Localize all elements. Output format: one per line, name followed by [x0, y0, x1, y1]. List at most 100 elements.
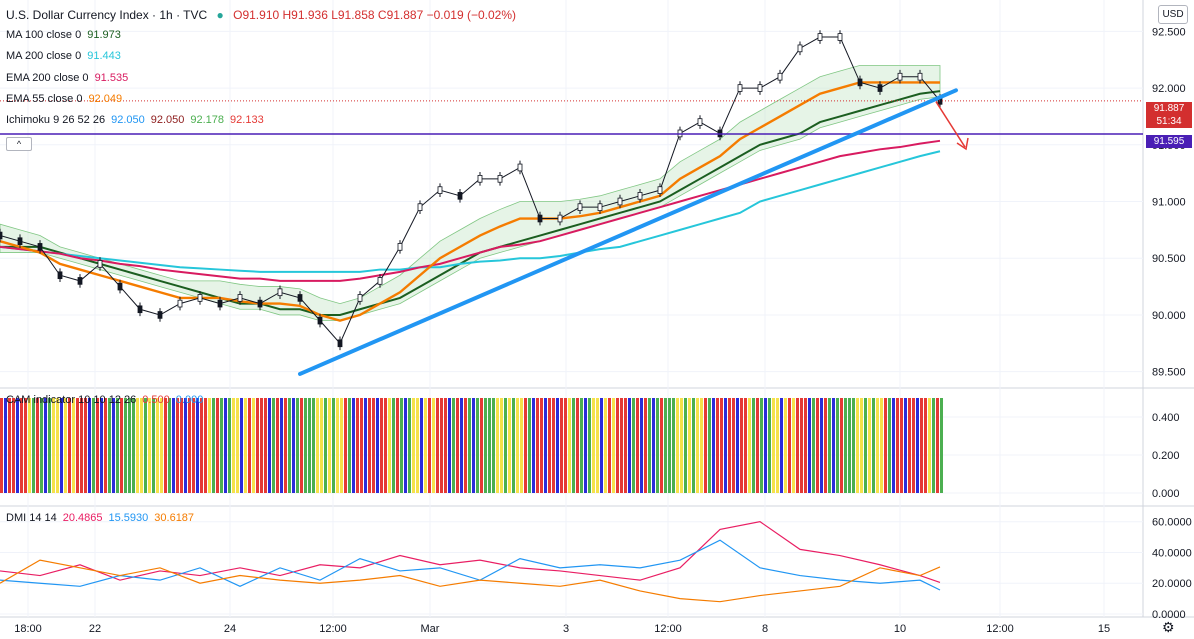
cam-bar: [480, 398, 483, 493]
main-y-tick-label: 89.500: [1152, 367, 1186, 379]
chart-title: U.S. Dollar Currency Index · 1h · TVC: [6, 8, 208, 22]
projection-arrow-line: [935, 101, 966, 148]
price-line: [0, 36, 941, 345]
cam-bar: [880, 398, 883, 493]
collapse-legend-button[interactable]: ^: [6, 137, 32, 151]
cam-bar: [460, 398, 463, 493]
series-line-ma-200-close-0: [0, 150, 941, 273]
trendline: [298, 88, 958, 376]
dmi-y-tick-label: 40.0000: [1152, 547, 1192, 559]
cam-bar: [396, 398, 399, 493]
cam-bar: [576, 398, 579, 493]
legend-cam-v1: 0.500: [142, 394, 170, 406]
cam-bar: [0, 398, 3, 493]
dmi-y-tick-label: 0.0000: [1152, 609, 1186, 621]
legend-ichimoku-v4: 92.133: [230, 114, 264, 126]
legend-dmi-v2: 15.5930: [108, 512, 149, 524]
price-candle: [357, 294, 363, 302]
legend-ma100[interactable]: MA 100 close 0 91.973: [6, 29, 127, 41]
price-candle: [477, 175, 483, 183]
cam-bar: [272, 398, 275, 493]
cam-bar: [812, 398, 815, 493]
cam-bar: [20, 398, 23, 493]
price-candle: [777, 72, 783, 81]
cam-bar: [624, 398, 627, 493]
cam-bar: [320, 398, 323, 493]
cam-bar: [192, 398, 195, 493]
x-tick-label: 24: [224, 623, 236, 635]
cam-bar: [584, 398, 587, 493]
main-y-tick-label: 90.000: [1152, 310, 1186, 322]
cam-bar: [140, 398, 143, 493]
cam-bar: [644, 398, 647, 493]
cam-bar: [520, 398, 523, 493]
cam-bar: [228, 398, 231, 493]
cam-bar: [108, 398, 111, 493]
price-candle: [237, 294, 243, 302]
cam-bar: [244, 398, 247, 493]
cam-bar: [152, 398, 155, 493]
cam-bar: [500, 398, 503, 493]
cam-bar: [868, 398, 871, 493]
price-candle: [277, 288, 283, 297]
legend-ma100-label: MA 100 close 0: [6, 29, 82, 41]
price-candle: [217, 299, 223, 308]
legend-ichimoku-v3: 92.178: [190, 114, 225, 126]
price-candle: [137, 305, 143, 314]
price-candle: [637, 192, 643, 200]
cam-bar: [760, 398, 763, 493]
legend-ema200[interactable]: EMA 200 close 0 91.535: [6, 72, 134, 84]
legend-ema55[interactable]: EMA 55 close 0 92.049: [6, 93, 128, 105]
legend-ma200[interactable]: MA 200 close 0 91.443: [6, 50, 127, 62]
cam-bar: [600, 398, 603, 493]
price-candle: [337, 339, 343, 348]
cam-bar: [292, 398, 295, 493]
price-candle: [37, 243, 43, 251]
price-candle: [57, 271, 63, 280]
hline-price-tag: 91.595: [1146, 135, 1192, 148]
cam-bar: [448, 398, 451, 493]
settings-gear-icon[interactable]: ⚙: [1162, 619, 1175, 635]
cam-bar: [752, 398, 755, 493]
cam-bar: [616, 398, 619, 493]
cam-bar: [724, 398, 727, 493]
cam-bar: [452, 398, 455, 493]
cam-bar: [860, 398, 863, 493]
cam-bar: [532, 398, 535, 493]
cam-bar: [904, 398, 907, 493]
cam-bar: [72, 398, 75, 493]
price-candle: [877, 84, 883, 92]
cam-bar: [232, 398, 235, 493]
cam-bar: [176, 398, 179, 493]
cam-bar: [492, 398, 495, 493]
cam-bar: [16, 398, 19, 493]
cam-bar: [464, 398, 467, 493]
cam-bar: [4, 398, 7, 493]
cam-bar: [112, 398, 115, 493]
price-candle: [837, 33, 843, 41]
cam-bar: [632, 398, 635, 493]
cam-bar: [52, 398, 55, 493]
legend-ichimoku[interactable]: Ichimoku 9 26 52 26 92.050 92.050 92.178 92.…: [6, 114, 270, 126]
price-candle: [97, 260, 103, 268]
price-candle: [577, 203, 583, 211]
dmi-y-tick-label: 20.0000: [1152, 578, 1192, 590]
legend-dmi[interactable]: DMI 14 14 20.4865 15.5930 30.6187: [6, 512, 200, 524]
price-candle: [857, 78, 863, 87]
price-candle: [457, 192, 463, 200]
cam-bar: [144, 398, 147, 493]
currency-button[interactable]: USD: [1158, 5, 1188, 24]
cam-bar: [496, 398, 499, 493]
cam-bar: [648, 398, 651, 493]
cam-bar: [508, 398, 511, 493]
cam-bar: [660, 398, 663, 493]
cam-bar: [596, 398, 599, 493]
cam-bar: [348, 398, 351, 493]
price-candle: [197, 294, 203, 302]
x-tick-label: 8: [762, 623, 768, 635]
cam-bar: [280, 398, 283, 493]
cam-bar: [560, 398, 563, 493]
legend-cam[interactable]: CAM indicator 10 10 12 26 0.500 0.000: [6, 394, 209, 406]
cam-bar: [688, 398, 691, 493]
